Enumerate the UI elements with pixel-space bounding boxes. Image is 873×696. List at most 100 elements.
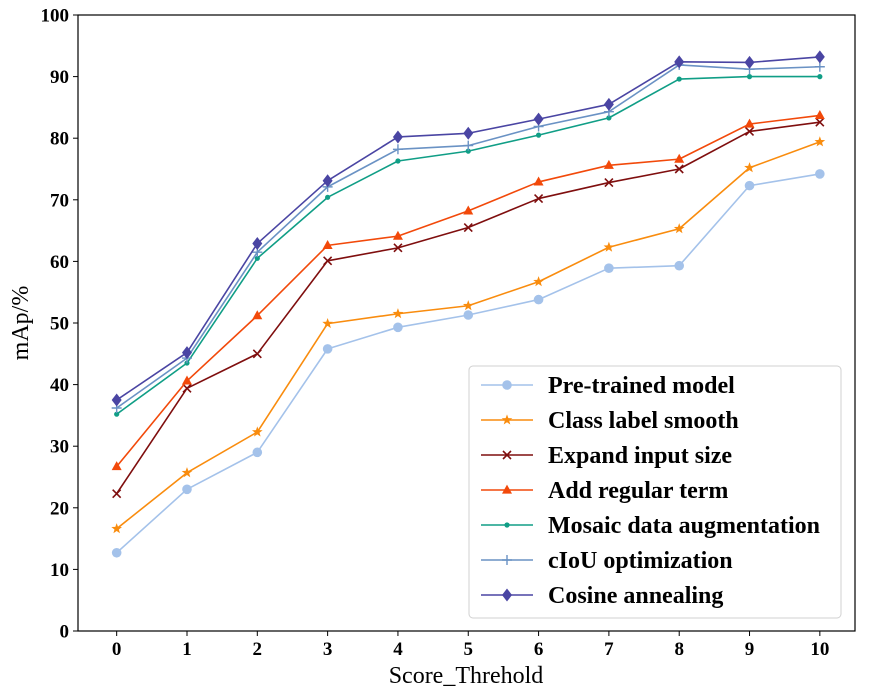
data-point xyxy=(746,74,753,80)
data-point xyxy=(465,148,471,154)
data-point xyxy=(392,308,404,319)
data-point xyxy=(744,118,755,128)
series-6 xyxy=(111,59,825,414)
x-tick-label: 9 xyxy=(745,639,755,660)
data-point xyxy=(111,393,122,407)
y-tick-label: 70 xyxy=(50,190,69,211)
legend-entry: Add regular term xyxy=(481,478,728,504)
data-point xyxy=(322,318,333,329)
x-tick-label: 7 xyxy=(604,639,614,660)
data-point xyxy=(322,239,333,249)
x-tick-label: 0 xyxy=(112,639,122,660)
x-tick-label: 10 xyxy=(810,639,829,660)
x-tick-label: 8 xyxy=(674,639,684,660)
data-point xyxy=(463,140,474,151)
data-point xyxy=(395,158,401,164)
data-point xyxy=(112,489,122,499)
x-tick-label: 3 xyxy=(323,639,333,660)
legend-entry: Pre-trained model xyxy=(481,373,735,399)
data-point xyxy=(181,346,192,360)
data-point xyxy=(674,55,685,69)
data-point xyxy=(252,310,263,320)
data-point xyxy=(254,255,260,261)
data-point xyxy=(251,426,263,437)
data-point xyxy=(111,547,122,558)
data-point xyxy=(114,411,120,417)
data-point xyxy=(463,126,474,140)
legend-swatch-marker xyxy=(502,588,512,602)
series-1 xyxy=(111,169,825,558)
data-point xyxy=(606,115,612,121)
x-tick-label: 5 xyxy=(464,639,474,660)
legend-label: Add regular term xyxy=(548,478,728,504)
legend-entry: Class label smooth xyxy=(481,408,739,434)
data-point xyxy=(182,383,192,393)
x-tick-label: 1 xyxy=(182,639,192,660)
data-point xyxy=(252,237,263,251)
series-7 xyxy=(111,50,825,407)
data-point xyxy=(463,310,474,320)
data-point xyxy=(674,153,685,163)
x-tick-label: 2 xyxy=(253,639,263,660)
data-point xyxy=(392,230,403,240)
data-point xyxy=(111,461,122,471)
data-point xyxy=(393,322,403,333)
y-tick-label: 20 xyxy=(50,498,69,519)
data-point xyxy=(322,344,333,354)
y-tick-label: 60 xyxy=(50,252,69,273)
data-point xyxy=(676,76,682,82)
data-point xyxy=(322,174,333,188)
data-point xyxy=(181,467,193,478)
legend-label: Class label smooth xyxy=(548,408,739,434)
data-point xyxy=(533,176,544,186)
data-point xyxy=(744,126,755,136)
data-point xyxy=(603,97,614,111)
legend-entry: cIoU optimization xyxy=(481,548,733,574)
data-point xyxy=(392,144,403,155)
data-point xyxy=(535,132,542,138)
series-4 xyxy=(111,110,825,471)
data-point xyxy=(393,243,403,253)
data-point xyxy=(604,263,614,273)
data-point xyxy=(604,177,614,188)
series-2 xyxy=(111,136,826,534)
y-tick-label: 50 xyxy=(50,314,69,335)
legend-swatch-marker xyxy=(502,484,512,494)
legend-swatch-marker xyxy=(502,380,512,390)
data-point xyxy=(323,256,333,266)
legend-entry: Expand input size xyxy=(481,443,732,469)
legend-entry: Mosaic data augmentation xyxy=(481,513,820,539)
data-point xyxy=(603,241,615,252)
legend: Pre-trained model Class label smooth Expan… xyxy=(468,365,842,619)
y-tick-label: 30 xyxy=(50,437,69,458)
data-point xyxy=(603,159,614,169)
data-point xyxy=(814,110,825,120)
legend-entry: Cosine annealing xyxy=(481,583,723,609)
y-tick-label: 80 xyxy=(50,129,69,150)
data-point xyxy=(817,74,823,80)
data-point xyxy=(533,294,544,305)
data-point xyxy=(533,112,544,126)
y-tick-label: 100 xyxy=(41,6,70,27)
legend-label: Pre-trained model xyxy=(548,373,735,399)
data-point xyxy=(673,223,685,234)
data-point xyxy=(534,194,544,204)
data-point xyxy=(815,117,825,127)
data-point xyxy=(674,164,684,174)
legend-label: Cosine annealing xyxy=(548,583,723,609)
data-point xyxy=(392,130,403,144)
data-point xyxy=(182,484,192,495)
x-axis-label: Score_Threhold xyxy=(389,663,544,689)
legend-swatch-marker xyxy=(502,450,512,460)
data-point xyxy=(462,300,474,311)
series-line xyxy=(116,64,820,409)
x-tick-label: 6 xyxy=(534,639,544,660)
data-point xyxy=(325,194,331,200)
y-tick-label: 0 xyxy=(60,622,70,643)
data-point xyxy=(181,375,192,385)
legend-swatch-marker xyxy=(504,522,510,528)
data-point xyxy=(463,205,474,215)
data-point xyxy=(533,276,544,287)
y-tick-label: 10 xyxy=(50,560,69,581)
data-point xyxy=(744,162,755,173)
